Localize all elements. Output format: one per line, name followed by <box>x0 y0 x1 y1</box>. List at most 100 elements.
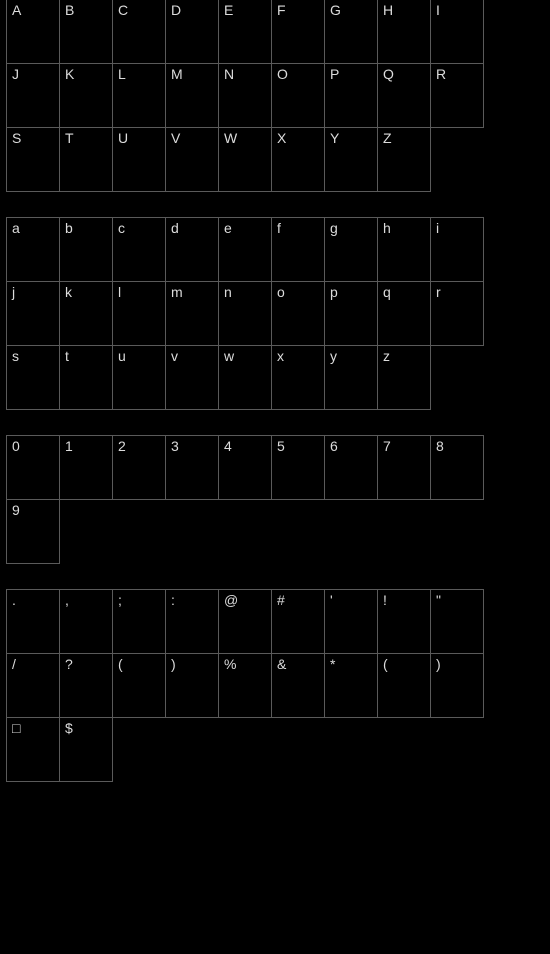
glyph-label: q <box>383 285 425 299</box>
glyph-cell: L <box>112 63 166 128</box>
glyph-label: s <box>12 349 54 363</box>
glyph-label: N <box>224 67 266 81</box>
glyph-label: z <box>383 349 425 363</box>
glyph-label: W <box>224 131 266 145</box>
glyph-cell: C <box>112 0 166 64</box>
glyph-label: 2 <box>118 439 160 453</box>
glyph-label: m <box>171 285 213 299</box>
glyph-cell: i <box>430 217 484 282</box>
glyph-label: □ <box>12 721 54 735</box>
glyph-label: r <box>436 285 478 299</box>
glyph-cell: c <box>112 217 166 282</box>
glyph-cell: W <box>218 127 272 192</box>
glyph-cell: y <box>324 345 378 410</box>
glyph-cell: # <box>271 589 325 654</box>
glyph-cell: S <box>6 127 60 192</box>
glyph-cell: & <box>271 653 325 718</box>
glyph-cell: p <box>324 281 378 346</box>
glyph-label: # <box>277 593 319 607</box>
glyph-label: ; <box>118 593 160 607</box>
glyph-cell: H <box>377 0 431 64</box>
glyph-label: U <box>118 131 160 145</box>
glyph-label: V <box>171 131 213 145</box>
glyph-cell: T <box>59 127 113 192</box>
glyph-cell: E <box>218 0 272 64</box>
glyph-cell: □ <box>6 717 60 782</box>
glyph-label: v <box>171 349 213 363</box>
glyph-label: ) <box>171 657 213 671</box>
glyph-label: 1 <box>65 439 107 453</box>
glyph-cell: X <box>271 127 325 192</box>
glyph-label: ) <box>436 657 478 671</box>
glyph-cell: ; <box>112 589 166 654</box>
glyph-cell: N <box>218 63 272 128</box>
glyph-label: O <box>277 67 319 81</box>
glyph-label: T <box>65 131 107 145</box>
glyph-label: K <box>65 67 107 81</box>
glyph-cell: n <box>218 281 272 346</box>
glyph-cell: $ <box>59 717 113 782</box>
glyph-label: / <box>12 657 54 671</box>
glyph-cell: d <box>165 217 219 282</box>
glyph-label: Z <box>383 131 425 145</box>
glyph-cell: ( <box>112 653 166 718</box>
glyph-label: d <box>171 221 213 235</box>
glyph-label: Y <box>330 131 372 145</box>
glyph-cell: ' <box>324 589 378 654</box>
glyph-label: Q <box>383 67 425 81</box>
glyph-cell: ) <box>430 653 484 718</box>
glyph-cell: o <box>271 281 325 346</box>
glyph-label: E <box>224 3 266 17</box>
glyph-group-digits: 0123456789 <box>7 436 493 564</box>
glyph-cell: 5 <box>271 435 325 500</box>
glyph-cell: R <box>430 63 484 128</box>
glyph-cell: 3 <box>165 435 219 500</box>
glyph-cell: w <box>218 345 272 410</box>
glyph-cell: O <box>271 63 325 128</box>
glyph-label: ? <box>65 657 107 671</box>
glyph-cell: 7 <box>377 435 431 500</box>
glyph-cell: s <box>6 345 60 410</box>
glyph-label: l <box>118 285 160 299</box>
glyph-cell: 8 <box>430 435 484 500</box>
glyph-label: 9 <box>12 503 54 517</box>
glyph-label: x <box>277 349 319 363</box>
glyph-label: 8 <box>436 439 478 453</box>
glyph-label: R <box>436 67 478 81</box>
glyph-label: 7 <box>383 439 425 453</box>
glyph-label: e <box>224 221 266 235</box>
glyph-cell: J <box>6 63 60 128</box>
glyph-label: P <box>330 67 372 81</box>
glyph-cell: ? <box>59 653 113 718</box>
glyph-cell: @ <box>218 589 272 654</box>
glyph-label: p <box>330 285 372 299</box>
glyph-group-uppercase: ABCDEFGHIJKLMNOPQRSTUVWXYZ <box>7 0 493 192</box>
glyph-cell: D <box>165 0 219 64</box>
glyph-label: 6 <box>330 439 372 453</box>
glyph-cell: j <box>6 281 60 346</box>
glyph-cell: 1 <box>59 435 113 500</box>
glyph-label: c <box>118 221 160 235</box>
glyph-cell: % <box>218 653 272 718</box>
glyph-label: B <box>65 3 107 17</box>
glyph-label: b <box>65 221 107 235</box>
glyph-label: L <box>118 67 160 81</box>
glyph-cell: ! <box>377 589 431 654</box>
glyph-cell: M <box>165 63 219 128</box>
glyph-cell: a <box>6 217 60 282</box>
glyph-label: F <box>277 3 319 17</box>
glyph-cell: ( <box>377 653 431 718</box>
glyph-cell: e <box>218 217 272 282</box>
glyph-label: ! <box>383 593 425 607</box>
glyph-label: ' <box>330 593 372 607</box>
glyph-cell: 9 <box>6 499 60 564</box>
glyph-label: 3 <box>171 439 213 453</box>
glyph-label: X <box>277 131 319 145</box>
glyph-label: a <box>12 221 54 235</box>
glyph-cell: t <box>59 345 113 410</box>
glyph-label: J <box>12 67 54 81</box>
glyph-label: M <box>171 67 213 81</box>
glyph-label: H <box>383 3 425 17</box>
glyph-cell: 4 <box>218 435 272 500</box>
glyph-label: * <box>330 657 372 671</box>
